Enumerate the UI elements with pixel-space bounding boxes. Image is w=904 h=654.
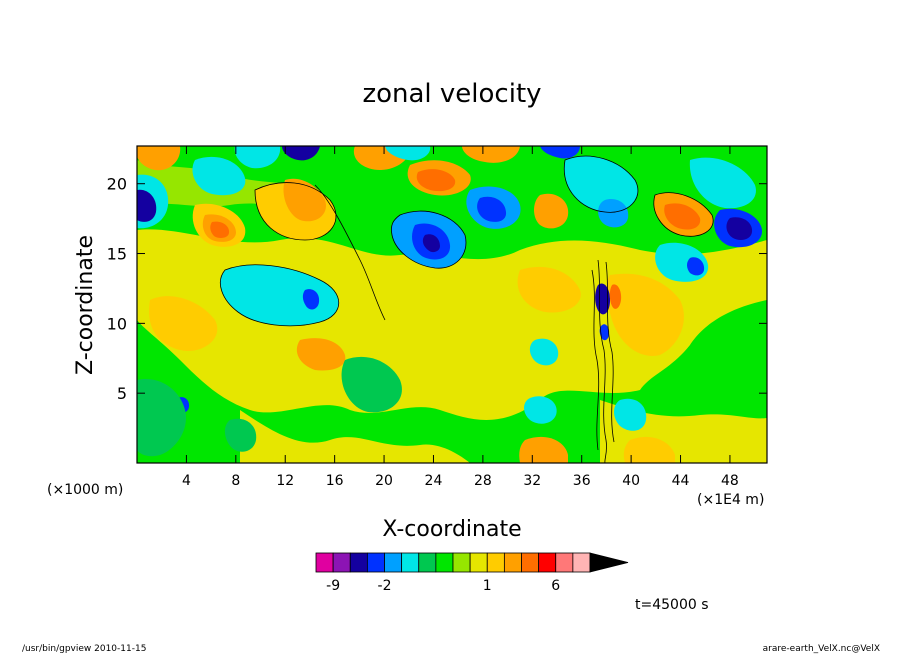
field-region <box>149 296 218 351</box>
colorbar-swatch <box>401 552 420 573</box>
field-region <box>519 436 568 463</box>
colorbar-tick-label: 1 <box>483 578 492 594</box>
field-region <box>416 169 456 192</box>
field-region <box>341 356 402 413</box>
field-region <box>137 189 157 222</box>
colorbar-swatch <box>521 552 540 573</box>
y-axis-label: Z-coordinate <box>73 235 98 375</box>
field-region <box>614 398 647 431</box>
contour-line <box>597 259 607 463</box>
colorbar-swatch <box>538 552 557 573</box>
colorbar-swatch <box>452 552 471 573</box>
field-region <box>282 146 320 161</box>
x-tick-label: 8 <box>231 473 240 489</box>
x-tick-label: 24 <box>425 473 443 489</box>
y-tick-label: 10 <box>107 314 127 333</box>
x-tick-label: 28 <box>474 473 492 489</box>
field-region <box>224 418 257 452</box>
x-tick-label: 36 <box>573 473 591 489</box>
contour-line <box>653 192 714 237</box>
field-region <box>599 324 610 341</box>
field-region <box>137 379 186 457</box>
field-region <box>422 234 440 253</box>
chart-title: zonal velocity <box>362 79 541 109</box>
field-region <box>687 257 705 276</box>
plot-frame <box>136 145 768 464</box>
x-axis: 4 8 12 16 20 24 28 32 36 40 44 48 <box>182 146 739 489</box>
field-region <box>240 410 470 463</box>
colorbar: -9 -2 1 6 <box>315 552 629 594</box>
colorbar-swatch <box>572 552 591 573</box>
colorbar-swatch <box>315 552 334 573</box>
field-region <box>689 157 756 209</box>
field-region <box>302 289 320 310</box>
colorbar-tick-label: -2 <box>378 578 392 594</box>
field-region <box>220 264 339 326</box>
colorbar-swatch <box>555 552 574 573</box>
x-tick-label: 32 <box>523 473 541 489</box>
contour-lines <box>220 155 714 463</box>
x-tick-label: 12 <box>276 473 294 489</box>
colorbar-swatch <box>469 552 488 573</box>
x-unit-left: (×1000 m) <box>47 482 123 498</box>
contour-line <box>391 210 467 269</box>
contour-line <box>563 155 639 213</box>
contour-line <box>591 269 600 451</box>
contour-line <box>605 261 615 443</box>
field-region <box>234 146 281 169</box>
field-region <box>606 273 684 356</box>
y-tick-label: 5 <box>117 384 127 403</box>
field-region <box>609 284 622 309</box>
contour-line <box>220 264 339 327</box>
time-label: t=45000 s <box>635 597 709 613</box>
footer-right: arare-earth_VelX.nc@VelX <box>763 644 880 654</box>
x-tick-label: 44 <box>672 473 690 489</box>
colorbar-swatch <box>384 552 403 573</box>
contour-field <box>137 146 767 463</box>
field-region <box>385 146 431 161</box>
x-tick-label: 40 <box>622 473 640 489</box>
x-tick-label: 20 <box>375 473 393 489</box>
contour-line <box>254 182 337 241</box>
field-region <box>540 146 580 159</box>
field-region <box>529 338 559 366</box>
y-axis: 5 10 15 20 <box>107 175 767 403</box>
colorbar-swatch <box>332 552 351 573</box>
y-tick-label: 20 <box>107 175 127 194</box>
colorbar-swatch <box>435 552 454 573</box>
footer-left: /usr/bin/gpview 2010-11-15 <box>22 644 146 654</box>
field-region <box>524 396 557 424</box>
x-tick-label: 16 <box>326 473 344 489</box>
x-tick-label: 48 <box>721 473 739 489</box>
field-region <box>623 436 675 463</box>
field-region <box>296 338 346 371</box>
x-unit-right: (×1E4 m) <box>697 492 764 508</box>
field-region <box>726 217 753 240</box>
field-region <box>595 283 610 315</box>
field-region <box>137 146 181 171</box>
contour-line <box>314 184 386 321</box>
colorbar-swatch <box>418 552 437 573</box>
colorbar-arrow <box>589 552 629 573</box>
colorbar-swatch <box>349 552 368 573</box>
x-tick-label: 4 <box>182 473 191 489</box>
y-tick-label: 15 <box>107 245 127 264</box>
field-region <box>477 196 507 222</box>
colorbar-tick-label: -9 <box>326 578 340 594</box>
field-region <box>664 203 701 230</box>
colorbar-swatch <box>486 552 505 573</box>
field-region <box>534 193 569 229</box>
field-region <box>517 266 581 313</box>
field-region <box>210 221 230 238</box>
field-region <box>192 156 246 196</box>
field-region <box>462 146 520 163</box>
x-axis-label: X-coordinate <box>382 517 521 542</box>
colorbar-swatch <box>366 552 385 573</box>
colorbar-tick-label: 6 <box>551 578 560 594</box>
colorbar-swatch <box>503 552 522 573</box>
field-region <box>598 199 629 228</box>
field-region <box>564 156 638 213</box>
